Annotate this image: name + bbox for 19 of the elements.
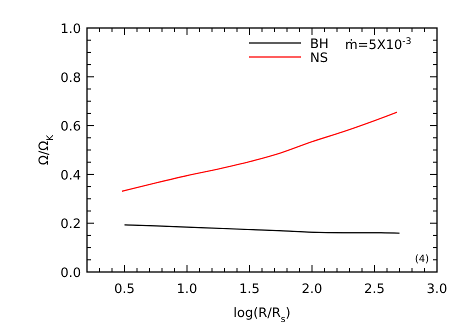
text: 0.5 <box>114 282 135 297</box>
y-tick-label: 0.6 <box>60 120 81 135</box>
y-tick-label: 0.0 <box>60 266 81 281</box>
y-tick-label: 1.0 <box>60 22 81 37</box>
x-tick-label: 3.0 <box>426 282 448 297</box>
x-tick-label: 1.0 <box>176 282 198 297</box>
legend-label: NS <box>310 51 328 66</box>
line-series <box>124 224 400 234</box>
x-tick-label: 1.5 <box>239 282 260 297</box>
y-tick-label: 0.4 <box>60 168 81 184</box>
legend-label: BH <box>310 37 329 52</box>
x-axis-title: log(R/R$_{s}$) <box>233 306 291 325</box>
x-tick-label: 2.5 <box>364 282 385 297</box>
annotation: (4) <box>414 254 430 265</box>
y-tick-label: 0.2 <box>60 217 81 232</box>
annotation: ṁ=5X10$^{-3}$ <box>345 37 412 53</box>
x-tick-label: 2.0 <box>302 282 322 297</box>
line-series <box>121 112 398 192</box>
y-tick-label: 0.8 <box>60 70 81 86</box>
